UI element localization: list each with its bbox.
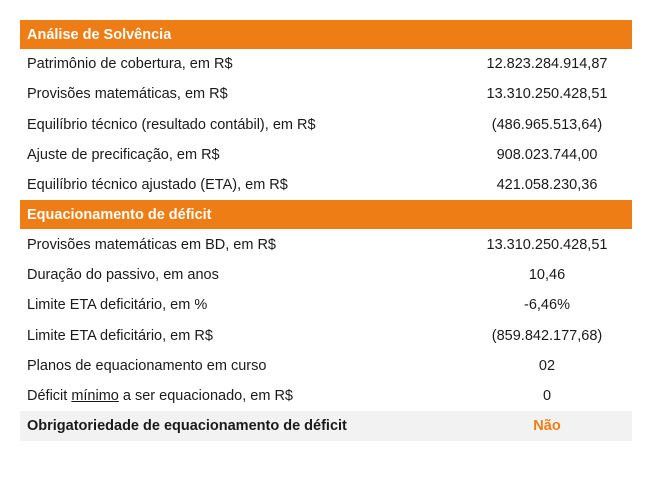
row-label: Duração do passivo, em anos <box>27 266 219 283</box>
table-row: Limite ETA deficitário, em % -6,46% <box>20 290 632 320</box>
table-row-obligation: Obrigatoriedade de equacionamento de déf… <box>20 411 632 442</box>
row-label: Limite ETA deficitário, em R$ <box>27 327 213 344</box>
row-value: 13.310.250.428,51 <box>486 86 608 103</box>
row-value: 10,46 <box>528 266 566 283</box>
table-row: Ajuste de precificação, em R$ 908.023.74… <box>20 140 632 170</box>
row-value: -6,46% <box>524 297 570 314</box>
obligation-status: Não <box>533 418 561 435</box>
table-row: Provisões matemáticas em BD, em R$ 13.31… <box>20 229 632 259</box>
row-value: (859.842.177,68) <box>491 327 603 344</box>
section-title: Equacionamento de déficit <box>27 206 212 223</box>
section-title: Análise de Solvência <box>27 26 172 43</box>
label-part: a ser equacionado, em R$ <box>118 388 293 405</box>
label-underlined: mínimo <box>71 388 119 405</box>
solvency-table: Análise de Solvência Patrimônio de cober… <box>20 20 632 442</box>
table-row-deficit-minimum: Déficit mínimo a ser equacionado, em R$ … <box>20 381 632 411</box>
row-label: Obrigatoriedade de equacionamento de déf… <box>27 418 347 435</box>
row-label: Equilíbrio técnico ajustado (ETA), em R$ <box>27 177 288 194</box>
section-header-deficit: Equacionamento de déficit <box>20 200 632 230</box>
label-part: Déficit <box>27 388 72 405</box>
table-row: Limite ETA deficitário, em R$ (859.842.1… <box>20 320 632 350</box>
row-value: 421.058.230,36 <box>496 177 598 194</box>
table-row: Provisões matemáticas, em R$ 13.310.250.… <box>20 79 632 109</box>
row-label: Limite ETA deficitário, em % <box>27 297 208 314</box>
row-value: 13.310.250.428,51 <box>486 236 608 253</box>
row-value: 0 <box>542 388 552 405</box>
row-label: Ajuste de precificação, em R$ <box>27 147 220 164</box>
table-row: Equilíbrio técnico ajustado (ETA), em R$… <box>20 170 632 200</box>
row-label: Provisões matemáticas em BD, em R$ <box>27 236 276 253</box>
row-label: Patrimônio de cobertura, em R$ <box>27 56 233 73</box>
row-value: (486.965.513,64) <box>491 116 603 133</box>
table-row: Patrimônio de cobertura, em R$ 12.823.28… <box>20 49 632 79</box>
row-value: 12.823.284.914,87 <box>486 56 608 73</box>
table-row: Planos de equacionamento em curso 02 <box>20 351 632 381</box>
row-value: 908.023.744,00 <box>496 147 598 164</box>
row-label: Déficit mínimo a ser equacionado, em R$ <box>20 388 462 404</box>
row-value: 02 <box>538 357 556 374</box>
row-label: Provisões matemáticas, em R$ <box>27 86 228 103</box>
section-header-solvency: Análise de Solvência <box>20 20 632 49</box>
row-label: Planos de equacionamento em curso <box>27 357 267 374</box>
row-label: Equilíbrio técnico (resultado contábil),… <box>27 116 316 133</box>
table-row: Equilíbrio técnico (resultado contábil),… <box>20 110 632 140</box>
table-row: Duração do passivo, em anos 10,46 <box>20 260 632 290</box>
